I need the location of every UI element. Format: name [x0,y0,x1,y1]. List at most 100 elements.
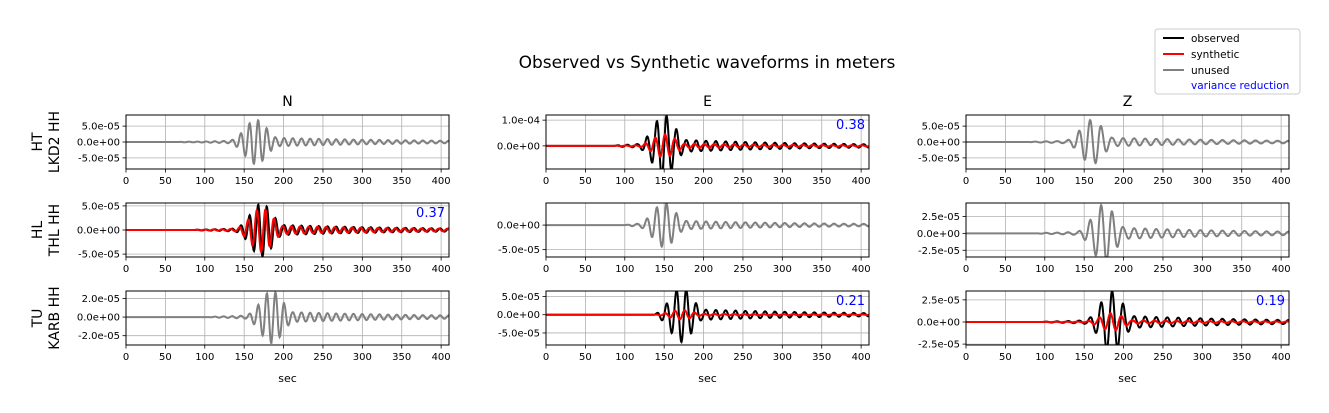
x-tick-label: 50 [579,176,592,187]
x-tick-label: 350 [392,352,411,363]
panel-1-0: 0 50 100 150 200 250 300 350 400 5.0e-05 0.0e+00 -5… [77,201,451,275]
x-tick-label: 100 [195,352,214,363]
y-tick-label: 0.0e+00 [77,138,120,149]
y-tick-label: 2.5e-05 [922,295,960,306]
x-tick-label: 200 [274,176,293,187]
y-tick-label: -2.5e-05 [918,246,960,257]
y-tick-label: 2.0e-05 [82,294,120,305]
x-tick-label: 100 [1035,352,1054,363]
column-header-0: N [282,94,292,110]
x-tick-label: 200 [694,264,713,275]
x-tick-label: 400 [432,352,451,363]
y-tick-label: 0.0e+00 [497,310,540,321]
y-tick-label: -5.0e-05 [918,153,960,164]
station-label-2-0: TU [30,309,46,329]
synthetic-trace [126,207,449,255]
trace-group [546,203,869,249]
x-axis-label: sec [1118,372,1137,385]
y-tick-label: 0.0e+00 [77,226,120,237]
x-tick-label: 300 [773,176,792,187]
x-tick-label: 0 [543,176,549,187]
x-tick-label: 50 [579,264,592,275]
station-label-2-1: KARB HH [47,286,63,349]
y-tick-label: 5.0e-05 [82,201,120,212]
y-tick-label: 5.0e-05 [922,122,960,133]
x-tick-label: 150 [235,264,254,275]
x-tick-label: 250 [313,176,332,187]
figure-title: Observed vs Synthetic waveforms in meter… [519,53,896,73]
x-tick-label: 250 [1153,176,1172,187]
panel-1-2: 0 50 100 150 200 250 300 350 400 2.5e-05 0.0e+00 -2… [917,202,1291,275]
x-tick-label: 200 [694,352,713,363]
panel-0-2: 0 50 100 150 200 250 300 350 400 5.0e-05 0.0e+00 -5… [917,114,1291,187]
column-header-1: E [703,94,712,110]
x-tick-label: 100 [1035,264,1054,275]
panel-2-1: 0 50 100 150 200 250 300 350 400 5.0e-05 0.0e+00 -5… [497,290,871,385]
x-tick-label: 350 [812,176,831,187]
x-tick-label: 400 [852,264,871,275]
trace-group [126,203,449,257]
panel-1-1: 0 50 100 150 200 250 300 350 400 0.0e+00 -5.0e-05 [497,202,871,275]
x-tick-label: 400 [852,352,871,363]
y-tick-label: -5.0e-05 [78,153,120,164]
x-tick-label: 300 [1193,352,1212,363]
x-tick-label: 200 [1114,352,1133,363]
y-tick-label: -5.0e-05 [498,328,540,339]
x-tick-label: 0 [123,176,129,187]
x-tick-label: 300 [353,176,372,187]
y-tick-label: 0.0e+00 [917,138,960,149]
trace-group [546,115,869,169]
variance-reduction-value: 0.21 [836,294,865,309]
legend: observed synthetic unused variance reduc… [1154,28,1301,95]
x-tick-label: 50 [159,352,172,363]
x-tick-label: 100 [1035,176,1054,187]
unused-trace [126,118,449,166]
panel-2-2: 0 50 100 150 200 250 300 350 400 2.5e-05 0.0e+00 -2… [917,290,1291,385]
x-tick-label: 0 [123,264,129,275]
station-label-1-0: HL [30,221,46,240]
unused-trace [966,118,1289,165]
x-tick-label: 0 [963,176,969,187]
x-tick-label: 350 [812,264,831,275]
x-tick-label: 50 [999,264,1012,275]
column-header-2: Z [1123,94,1133,110]
x-tick-label: 300 [773,352,792,363]
x-tick-label: 200 [1114,264,1133,275]
trace-group [126,118,449,166]
x-tick-label: 400 [432,176,451,187]
panel-frame [965,202,1290,258]
x-tick-label: 0 [543,264,549,275]
x-tick-label: 250 [313,352,332,363]
x-tick-label: 200 [1114,176,1133,187]
x-tick-label: 150 [1075,176,1094,187]
legend-variance-reduction-label: variance reduction [1191,80,1289,92]
x-tick-label: 0 [963,264,969,275]
x-tick-label: 150 [655,176,674,187]
x-tick-label: 350 [1232,176,1251,187]
x-tick-label: 350 [392,264,411,275]
x-tick-label: 350 [812,352,831,363]
x-tick-label: 150 [1075,352,1094,363]
x-tick-label: 150 [235,352,254,363]
x-axis-label: sec [278,372,297,385]
x-tick-label: 400 [432,264,451,275]
x-tick-label: 50 [999,176,1012,187]
panel-frame [545,114,870,170]
unused-trace [126,291,449,345]
x-tick-label: 100 [195,264,214,275]
station-label-0-0: HT [30,132,46,152]
x-tick-label: 50 [999,352,1012,363]
x-tick-label: 0 [543,352,549,363]
y-tick-label: 5.0e-05 [502,292,540,303]
x-tick-label: 50 [159,176,172,187]
x-tick-label: 50 [579,352,592,363]
unused-trace [546,203,869,249]
y-tick-label: 0.0e+00 [497,221,540,232]
x-axis-label: sec [698,372,717,385]
unused-trace [966,203,1289,257]
x-tick-label: 350 [1232,264,1251,275]
y-tick-label: -2.0e-05 [78,331,120,342]
panel-frame [125,290,450,346]
x-tick-label: 350 [1232,352,1251,363]
synthetic-trace [966,312,1289,332]
